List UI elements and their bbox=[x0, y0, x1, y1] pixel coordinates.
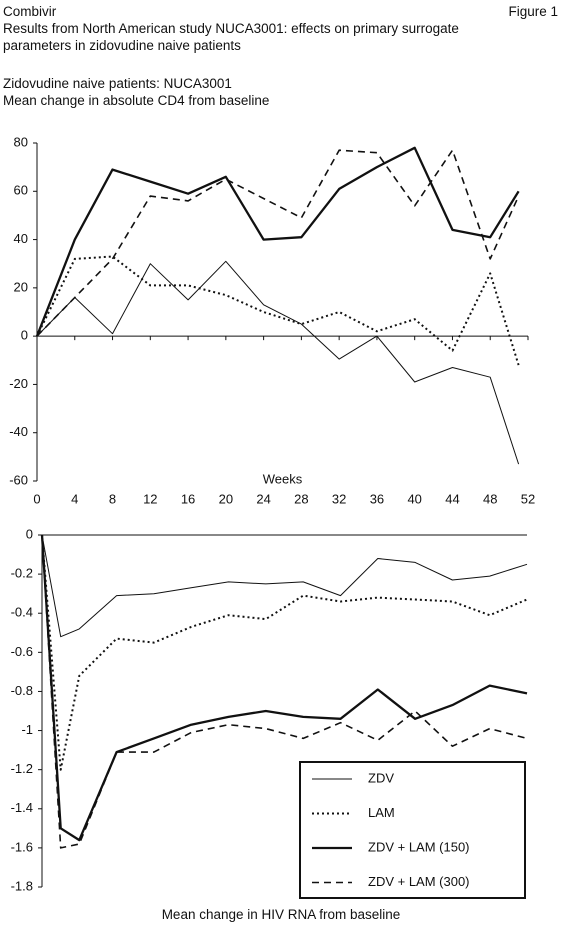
y-tick-label: -0.6 bbox=[11, 644, 33, 659]
data-line bbox=[40, 534, 528, 842]
y-tick-label: -60 bbox=[9, 472, 28, 487]
product-name: Combivir bbox=[3, 4, 57, 19]
x-tick-label: 16 bbox=[181, 491, 195, 506]
y-tick-label: -1.4 bbox=[11, 800, 33, 815]
x-axis-label: Weeks bbox=[263, 471, 303, 486]
x-tick-label: 36 bbox=[370, 491, 384, 506]
x-tick-label: 28 bbox=[294, 491, 308, 506]
legend-label: ZDV bbox=[368, 770, 394, 785]
y-tick-label: 0 bbox=[26, 526, 33, 541]
x-tick-label: 44 bbox=[445, 491, 459, 506]
y-tick-label: 20 bbox=[14, 279, 28, 294]
y-tick-label: -1.6 bbox=[11, 839, 33, 854]
y-tick-label: 60 bbox=[14, 183, 28, 198]
legend-label: ZDV + LAM (300) bbox=[368, 874, 470, 889]
x-tick-label: 0 bbox=[33, 491, 40, 506]
x-tick-label: 20 bbox=[219, 491, 233, 506]
chart-subtitle: Mean change in absolute CD4 from baselin… bbox=[3, 93, 270, 108]
y-tick-label: 0 bbox=[21, 328, 28, 343]
x-tick-label: 32 bbox=[332, 491, 346, 506]
y-tick-label: -0.4 bbox=[11, 605, 33, 620]
legend-label: ZDV + LAM (150) bbox=[368, 839, 470, 854]
page-title: Results from North American study NUCA30… bbox=[3, 21, 459, 53]
x-tick-label: 40 bbox=[407, 491, 421, 506]
x-tick-label: 12 bbox=[143, 491, 157, 506]
y-tick-label: -0.8 bbox=[11, 683, 33, 698]
x-tick-label: 8 bbox=[109, 491, 116, 506]
y-tick-label: -1.2 bbox=[11, 761, 33, 776]
y-tick-label: 40 bbox=[14, 231, 28, 246]
data-line bbox=[41, 534, 528, 849]
x-tick-label: 4 bbox=[71, 491, 78, 506]
legend-box bbox=[299, 761, 526, 899]
x-tick-label: 48 bbox=[483, 491, 497, 506]
data-line bbox=[41, 534, 528, 771]
y-tick-label: -20 bbox=[9, 376, 28, 391]
data-line bbox=[41, 534, 528, 638]
legend-label: LAM bbox=[368, 805, 395, 820]
x-tick-label: 52 bbox=[521, 491, 535, 506]
chart-title: Zidovudine naive patients: NUCA3001 bbox=[3, 76, 232, 91]
y-tick-label: -40 bbox=[9, 424, 28, 439]
data-line bbox=[36, 255, 520, 366]
x-tick-label: 24 bbox=[256, 491, 270, 506]
y-tick-label: -1.8 bbox=[11, 878, 33, 893]
y-tick-label: -1 bbox=[21, 722, 33, 737]
data-line bbox=[36, 260, 520, 465]
y-tick-label: -0.2 bbox=[11, 566, 33, 581]
chart-title: Mean change in HIV RNA from baseline bbox=[161, 907, 401, 922]
data-line bbox=[36, 149, 520, 337]
data-line bbox=[35, 146, 520, 337]
figure-label: Figure 1 bbox=[508, 4, 558, 19]
y-tick-label: 80 bbox=[14, 134, 28, 149]
